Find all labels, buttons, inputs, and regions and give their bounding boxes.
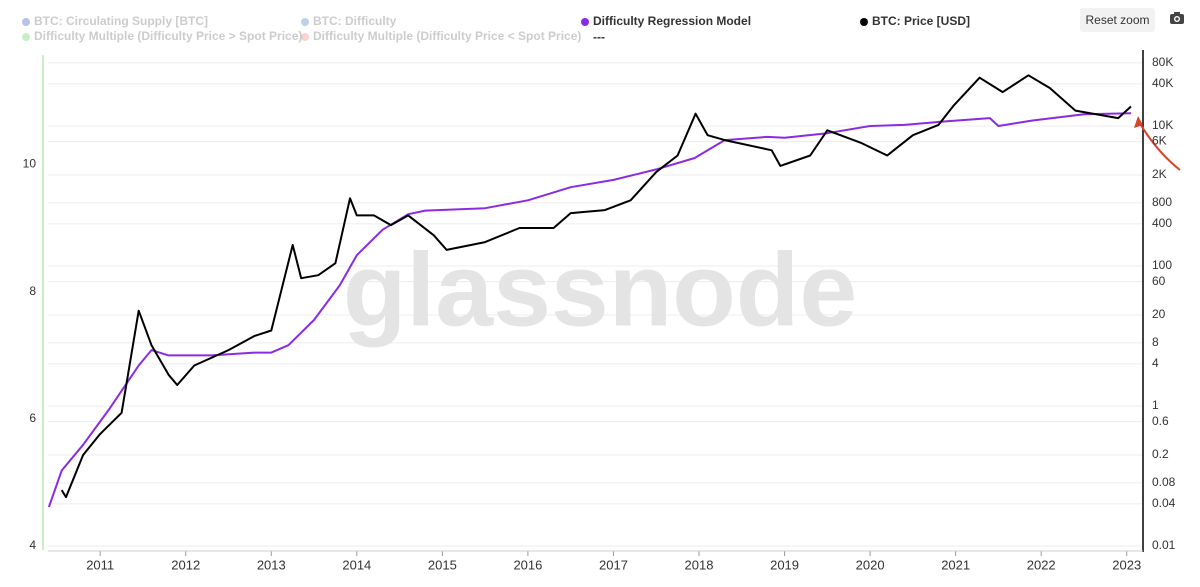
y2-tick-label: 400 (1152, 216, 1172, 230)
y2-tick-label: 20 (1152, 307, 1166, 321)
legend-marker[interactable] (22, 18, 30, 26)
legend-item[interactable]: Difficulty Multiple (Difficulty Price < … (313, 29, 581, 43)
y2-tick-label: 10K (1152, 118, 1173, 132)
y2-tick-label: 100 (1152, 258, 1172, 272)
x-tick-label: 2017 (599, 557, 628, 572)
legend-item[interactable]: Difficulty Regression Model (593, 14, 751, 28)
x-tick-label: 2015 (428, 557, 457, 572)
series-line (60, 74, 1132, 499)
y2-tick-label: 60 (1152, 274, 1166, 288)
x-tick-label: 2011 (86, 557, 114, 572)
y2-tick-label: 8 (1152, 335, 1159, 349)
y2-tick-label: 0.08 (1152, 475, 1176, 489)
x-tick-label: 2023 (1112, 557, 1141, 572)
x-tick-label: 2022 (1027, 557, 1056, 572)
y2-tick-label: 0.6 (1152, 414, 1169, 428)
y-tick-label: 10 (23, 157, 37, 171)
y2-tick-label: 40K (1152, 76, 1173, 90)
x-tick-label: 2014 (342, 557, 371, 572)
legend-extra: --- (593, 30, 605, 44)
y2-tick-label: 4 (1152, 356, 1159, 370)
y2-tick-label: 800 (1152, 195, 1172, 209)
y2-tick-label: 6K (1152, 134, 1167, 148)
legend-marker[interactable] (22, 33, 30, 41)
legend-marker[interactable] (860, 18, 868, 26)
camera-icon[interactable] (1170, 12, 1184, 24)
y2-tick-label: 2K (1152, 167, 1167, 181)
legend-item[interactable]: Difficulty Multiple (Difficulty Price > … (34, 29, 302, 43)
y2-tick-label: 1 (1152, 398, 1159, 412)
y-tick-label: 6 (29, 411, 36, 425)
x-tick-label: 2018 (685, 557, 714, 572)
x-tick-label: 2013 (257, 557, 286, 572)
legend-marker[interactable] (581, 18, 589, 26)
legend-item[interactable]: BTC: Price [USD] (872, 14, 970, 28)
reset-zoom-button[interactable]: Reset zoom (1080, 8, 1155, 32)
legend-marker[interactable] (301, 18, 309, 26)
x-tick-label: 2020 (856, 557, 885, 572)
y2-tick-label: 0.01 (1152, 538, 1176, 552)
y-tick-label: 8 (29, 284, 36, 298)
annotation-arrowhead (1134, 116, 1143, 128)
x-tick-label: 2019 (770, 557, 799, 572)
y2-tick-label: 0.04 (1152, 496, 1176, 510)
legend-item[interactable]: BTC: Circulating Supply [BTC] (34, 14, 208, 28)
x-tick-label: 2021 (941, 557, 970, 572)
x-tick-label: 2016 (513, 557, 542, 572)
watermark: glassnode (343, 232, 857, 348)
y-tick-label: 4 (29, 538, 36, 552)
x-tick-label: 2012 (171, 557, 200, 572)
series-line (47, 112, 1132, 508)
legend-item[interactable]: BTC: Difficulty (313, 14, 397, 28)
legend-marker[interactable] (301, 33, 309, 41)
y2-tick-label: 80K (1152, 55, 1173, 69)
y2-tick-label: 0.2 (1152, 447, 1169, 461)
